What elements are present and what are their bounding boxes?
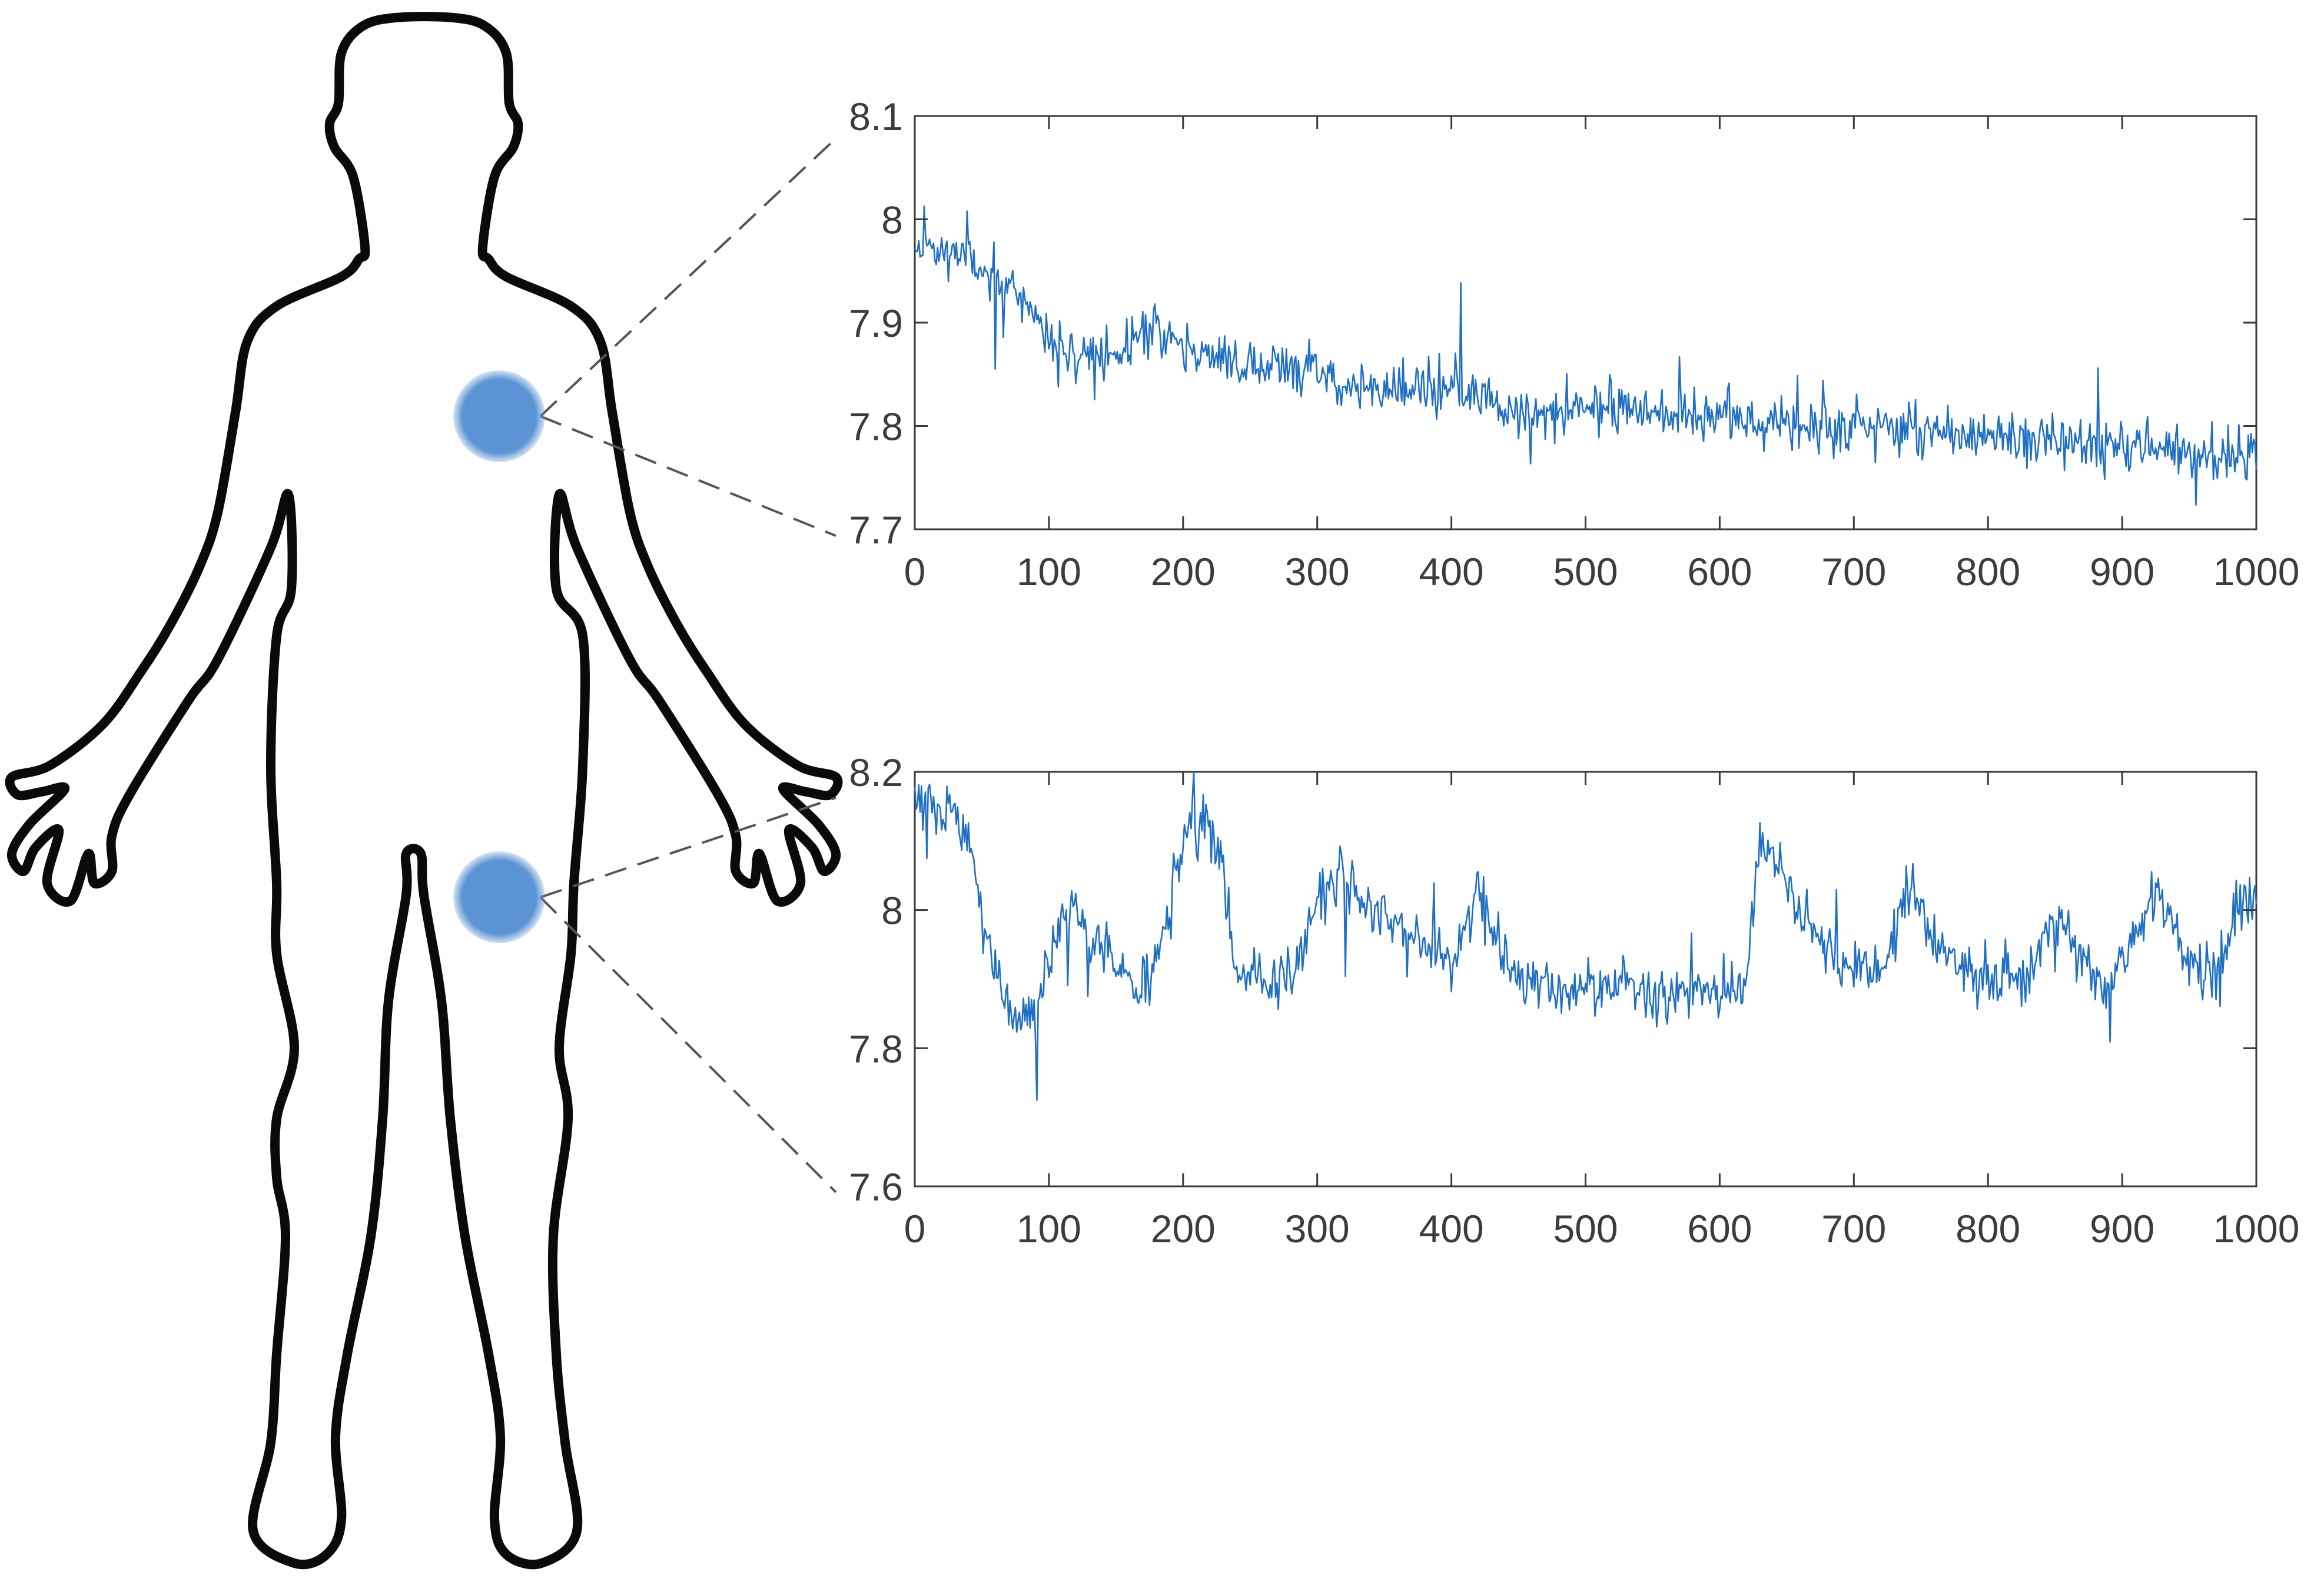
x-tick-label: 800 bbox=[1956, 550, 2020, 593]
leader-lines bbox=[539, 137, 837, 1193]
leader-line-thigh-top bbox=[540, 797, 836, 898]
x-tick-label: 300 bbox=[1285, 550, 1350, 593]
x-tick-label: 500 bbox=[1553, 550, 1618, 593]
x-tick-label: 200 bbox=[1151, 550, 1216, 593]
x-tick-label: 0 bbox=[904, 1207, 926, 1251]
x-tick-label: 900 bbox=[2090, 550, 2154, 593]
x-tick-label: 200 bbox=[1151, 1207, 1216, 1251]
x-tick-label: 400 bbox=[1419, 1207, 1484, 1251]
y-tick-label: 7.8 bbox=[849, 1027, 903, 1070]
x-tick-label: 700 bbox=[1821, 550, 1886, 593]
chart-thigh-signal: 0 100 200 300 400 500 600 700 800 900 1000 7.6 7.8 8 8… bbox=[849, 751, 2299, 1251]
y-tick-label: 8.1 bbox=[849, 95, 903, 138]
y-tick-label: 8 bbox=[881, 889, 903, 933]
x-tick-label: 400 bbox=[1419, 550, 1484, 593]
x-tick-label: 1000 bbox=[2213, 550, 2300, 593]
x-tick-label: 100 bbox=[1017, 550, 1081, 593]
x-tick-label: 100 bbox=[1017, 1207, 1081, 1251]
body-silhouette bbox=[5, 12, 843, 1570]
leader-line-chest-bottom bbox=[540, 415, 836, 537]
y-tick-label: 7.9 bbox=[849, 301, 903, 345]
plot-frame bbox=[914, 115, 2257, 530]
y-tick-label: 7.7 bbox=[849, 508, 903, 552]
x-tick-label: 500 bbox=[1553, 1207, 1618, 1251]
human-body-outline bbox=[5, 12, 843, 1570]
leader-line-thigh-bottom bbox=[539, 896, 837, 1193]
x-tick-label: 600 bbox=[1687, 550, 1752, 593]
x-tick-label: 300 bbox=[1285, 1207, 1350, 1251]
x-tick-label: 700 bbox=[1821, 1207, 1886, 1251]
x-tick-label: 600 bbox=[1687, 1207, 1752, 1251]
sensors bbox=[453, 370, 545, 943]
y-tick-label: 8 bbox=[881, 198, 903, 242]
x-tick-label: 800 bbox=[1956, 1207, 2020, 1251]
sensor-chest bbox=[453, 370, 545, 462]
plot-frame bbox=[914, 771, 2257, 1188]
x-tick-label: 0 bbox=[904, 550, 926, 593]
y-tick-label: 7.6 bbox=[849, 1165, 903, 1209]
y-tick-label: 7.8 bbox=[849, 405, 903, 449]
series-line bbox=[914, 771, 2257, 1101]
sensor-thigh bbox=[453, 851, 545, 943]
x-tick-label: 900 bbox=[2090, 1207, 2154, 1251]
y-tick-label: 8.2 bbox=[849, 751, 903, 794]
chart-chest-signal: 0 100 200 300 400 500 600 700 800 900 1000 7.7 7.8 7.… bbox=[849, 95, 2299, 593]
series-line bbox=[914, 205, 2257, 506]
x-tick-label: 1000 bbox=[2213, 1207, 2300, 1251]
